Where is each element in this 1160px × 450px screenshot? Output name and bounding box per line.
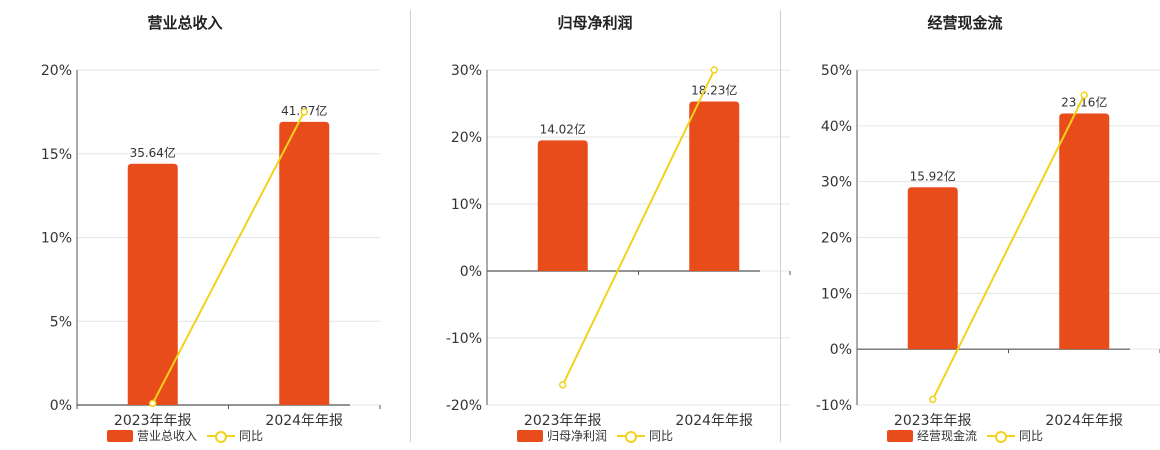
yoy-point xyxy=(1080,91,1088,99)
chart-legend: 归母净利润 同比 xyxy=(410,427,780,444)
y-tick-label: 20% xyxy=(41,63,72,79)
legend-line-swatch xyxy=(207,430,235,443)
y-tick-label: 0% xyxy=(50,398,72,414)
legend-label: 归母净利润 xyxy=(546,429,607,443)
bar xyxy=(127,163,178,405)
y-tick-label: -10% xyxy=(446,331,482,347)
y-tick-label: 0% xyxy=(830,342,852,358)
yoy-point xyxy=(559,381,567,389)
y-tick-label: 30% xyxy=(821,175,852,191)
legend-label: 同比 xyxy=(239,429,264,443)
y-tick-label: 30% xyxy=(451,63,482,79)
x-tick-label: 2023年年报 xyxy=(524,413,602,429)
y-tick-label: 0% xyxy=(460,264,482,280)
legend-label: 同比 xyxy=(649,429,674,443)
y-tick-label: 10% xyxy=(821,286,852,302)
legend-item-bar[interactable]: 营业总收入 xyxy=(106,427,197,444)
legend-label: 同比 xyxy=(1019,429,1044,443)
bar xyxy=(537,140,588,271)
chart-legend: 经营现金流 同比 xyxy=(780,427,1150,444)
y-tick-label: 15% xyxy=(41,147,72,163)
legend-bar-swatch xyxy=(886,429,913,442)
bar xyxy=(689,101,740,272)
y-tick-label: 5% xyxy=(50,314,72,330)
x-tick-label: 2024年年报 xyxy=(675,413,753,429)
yoy-point xyxy=(929,395,937,404)
yoy-point xyxy=(149,399,157,408)
bar-value-label: 35.64亿 xyxy=(130,145,176,160)
bar xyxy=(279,121,330,406)
legend-line-swatch xyxy=(617,430,645,443)
legend-item-bar[interactable]: 经营现金流 xyxy=(886,427,977,444)
y-tick-label: -10% xyxy=(816,398,852,414)
legend-item-line[interactable]: 同比 xyxy=(207,427,263,444)
chart-title: 经营现金流 xyxy=(927,14,1003,32)
bar-value-label: 18.23亿 xyxy=(691,82,737,97)
panel-divider xyxy=(780,10,781,442)
legend-bar-swatch xyxy=(516,429,543,442)
legend-line-swatch xyxy=(987,430,1015,443)
chart-legend: 营业总收入 同比 xyxy=(0,427,370,444)
bar-value-label: 23.16亿 xyxy=(1061,95,1107,110)
y-tick-label: 40% xyxy=(821,119,852,135)
chart-plot: -20% -10% 0% 10% 20% 30% 2023年年报 2024年年报 14.02亿 1… xyxy=(446,63,791,429)
legend-bar-swatch xyxy=(106,429,133,442)
bar xyxy=(1059,113,1110,350)
yoy-line xyxy=(151,111,306,404)
y-tick-label: 20% xyxy=(821,231,852,247)
chart-panel-net-profit: 归母净利润 -20% -10% 0% 10% 20% 30% 2023年年报 2024年年报 1… xyxy=(410,0,791,450)
legend-item-bar[interactable]: 归母净利润 xyxy=(516,427,607,444)
chart-plot: -10% 0% 10% 20% 30% 40% 50% 2023年年报 2024年年报 15.92… xyxy=(816,63,1160,429)
chart-title: 归母净利润 xyxy=(557,14,633,32)
bar-value-label: 14.02亿 xyxy=(540,121,586,136)
chart-title: 营业总收入 xyxy=(147,14,223,32)
panel-divider xyxy=(410,10,411,442)
yoy-point xyxy=(710,66,718,74)
y-tick-label: -20% xyxy=(446,398,482,414)
x-tick-label: 2024年年报 xyxy=(265,413,343,429)
bar xyxy=(907,187,958,350)
y-tick-label: 10% xyxy=(451,197,482,213)
y-tick-label: 10% xyxy=(41,231,72,247)
bar-value-label: 15.92亿 xyxy=(910,168,956,183)
legend-label: 经营现金流 xyxy=(916,429,977,443)
legend-label: 营业总收入 xyxy=(136,429,197,443)
chart-panel-revenue: 营业总收入 0%5%10%15%20%2023年年报2024年年报35.64亿4… xyxy=(0,0,381,450)
legend-item-line[interactable]: 同比 xyxy=(987,427,1043,444)
x-tick-label: 2024年年报 xyxy=(1045,413,1123,429)
x-tick-label: 2023年年报 xyxy=(894,413,972,429)
legend-item-line[interactable]: 同比 xyxy=(617,427,673,444)
x-tick-label: 2023年年报 xyxy=(114,413,192,429)
yoy-line xyxy=(931,94,1086,400)
chart-panel-cash-flow: 经营现金流 -10% 0% 10% 20% 30% 40% 50% 2023年年报 2024年年… xyxy=(780,0,1160,450)
yoy-line xyxy=(561,69,716,386)
y-tick-label: 50% xyxy=(821,63,852,79)
yoy-point xyxy=(300,108,308,116)
y-tick-label: 20% xyxy=(451,130,482,146)
